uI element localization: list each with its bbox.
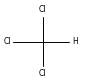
Text: Cl: Cl bbox=[39, 69, 46, 78]
Text: H: H bbox=[72, 37, 78, 46]
Text: Cl: Cl bbox=[39, 5, 46, 14]
Text: Cl: Cl bbox=[3, 37, 11, 46]
